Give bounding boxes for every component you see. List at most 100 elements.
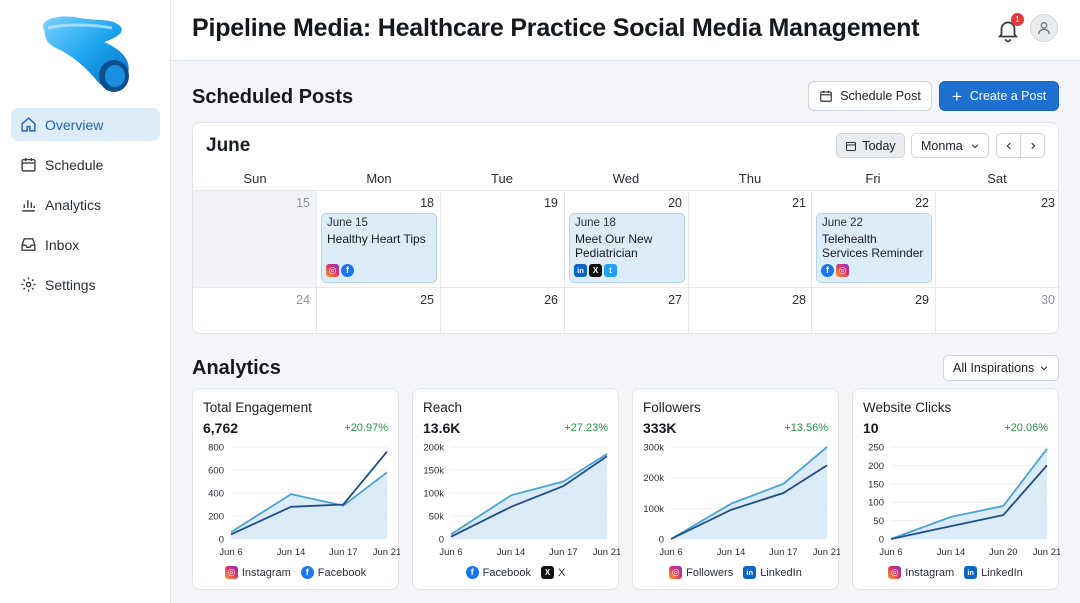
x-tick-label: Jun 6	[219, 547, 242, 558]
calendar-day[interactable]: 26	[440, 287, 564, 333]
calendar-month: June	[206, 135, 251, 156]
series-line	[670, 464, 828, 540]
card-change: +27.23%	[564, 422, 608, 434]
card-value: 10	[863, 420, 879, 436]
calendar-day[interactable]: 24	[193, 287, 316, 333]
sidebar-item-analytics[interactable]: Analytics	[11, 188, 160, 221]
legend-item: ◎ Followers	[669, 566, 733, 579]
card-change: +20.97%	[344, 422, 388, 434]
calendar-day[interactable]: 29	[811, 287, 935, 333]
calendar-icon	[820, 90, 833, 102]
legend-item: f Facebook	[465, 566, 531, 579]
day-number: 18	[420, 196, 434, 210]
calendar-day[interactable]: 21	[688, 190, 812, 287]
today-label: Today	[862, 138, 896, 153]
brand-logo	[43, 16, 129, 92]
y-tick-label: 300k	[643, 443, 664, 454]
plus-icon: +	[951, 86, 962, 106]
avatar[interactable]	[1030, 14, 1058, 42]
card-change: +13.56%	[784, 422, 828, 434]
legend-label: LinkedIn	[981, 566, 1023, 579]
calendar-day[interactable]: 30	[935, 287, 1058, 333]
calendar-day[interactable]: 23	[935, 190, 1058, 287]
day-number: 19	[544, 196, 558, 210]
user-icon	[1038, 22, 1050, 35]
event-card[interactable]: June 18 Meet Our New Pediatrician in X t	[569, 213, 685, 283]
x-tick-label: Jun 6	[659, 547, 682, 558]
y-tick-label: 200k	[643, 473, 664, 484]
calendar-day[interactable]: 28	[688, 287, 812, 333]
legend-item: ◎ Instagram	[224, 566, 291, 579]
event-card[interactable]: June 15 Healthy Heart Tips ◎ f	[321, 213, 437, 283]
facebook-icon: f	[821, 264, 834, 277]
today-button[interactable]: Today	[836, 133, 905, 158]
x-tick-label: Jun 14	[497, 547, 526, 558]
calendar-day[interactable]: 27	[564, 287, 688, 333]
analytics-filter-value: All Inspirations	[953, 361, 1035, 375]
gear-icon	[19, 276, 37, 294]
calendar-day[interactable]: 19	[440, 190, 564, 287]
legend-item: f Facebook	[300, 566, 366, 579]
analytics-filter-select[interactable]: All Inspirations	[943, 355, 1059, 381]
sidebar-item-label: Schedule	[45, 156, 104, 173]
prev-month-button[interactable]	[996, 133, 1021, 158]
event-date: June 18	[575, 217, 616, 229]
view-select[interactable]: Monma	[911, 133, 989, 158]
sidebar-item-settings[interactable]: Settings	[11, 268, 160, 301]
calendar-day[interactable]: 20 June 18 Meet Our New Pediatrician in …	[564, 190, 688, 287]
x-tick-label: Jun 21	[373, 547, 400, 558]
calendar-icon	[846, 141, 857, 151]
sidebar-item-inbox[interactable]: Inbox	[11, 228, 160, 261]
card-title: Website Clicks	[863, 400, 952, 415]
y-tick-label: 150k	[423, 466, 444, 477]
bell-icon[interactable]	[995, 17, 1021, 43]
calendar: June Today Monma Sun Mon Tue Wed Thu Fri…	[192, 122, 1059, 334]
card-value: 6,762	[203, 420, 239, 436]
y-tick-label: 200	[868, 461, 884, 472]
legend-label: Followers	[686, 566, 734, 579]
event-networks: ◎ f	[326, 264, 354, 277]
day-number: 22	[915, 196, 929, 210]
metric-card-clicks: Website Clicks 10 +20.06% 250 200 150 100 50…	[852, 388, 1060, 590]
top-header: Pipeline Media: Healthcare Practice Soci…	[171, 0, 1080, 61]
dow-thu: Thu	[738, 171, 762, 186]
dow-fri: Fri	[865, 171, 881, 186]
y-tick-label: 100k	[423, 489, 444, 500]
x-tick-label: Jun 17	[329, 547, 358, 558]
calendar-icon	[19, 156, 37, 174]
sidebar-item-schedule[interactable]: Schedule	[11, 148, 160, 181]
x-tick-label: Jun 21	[1033, 547, 1060, 558]
schedule-post-button[interactable]: Schedule Post	[808, 81, 932, 111]
calendar-day[interactable]: 15	[193, 190, 316, 287]
x-tick-label: Jun 21	[593, 547, 620, 558]
x-tick-label: Jun 14	[717, 547, 746, 558]
sidebar: Overview Schedule Analytics Inbox Settin…	[0, 0, 171, 603]
card-title: Followers	[643, 400, 701, 415]
y-tick-label: 400	[208, 489, 224, 500]
day-number: 25	[420, 293, 434, 307]
calendar-day[interactable]: 22 June 22 Telehealth Services Reminder …	[811, 190, 935, 287]
x-tick-label: Jun 20	[989, 547, 1018, 558]
day-number: 28	[792, 293, 806, 307]
calendar-day[interactable]: 18 June 15 Healthy Heart Tips ◎ f	[316, 190, 440, 287]
page-title: Pipeline Media: Healthcare Practice Soci…	[192, 14, 920, 42]
instagram-icon: ◎	[669, 566, 683, 579]
y-tick-label: 250	[868, 443, 884, 454]
event-networks: f ◎	[821, 264, 849, 277]
dow-tue: Tue	[491, 171, 513, 186]
card-title: Reach	[423, 400, 463, 415]
day-number: 27	[668, 293, 682, 307]
event-card[interactable]: June 22 Telehealth Services Reminder f ◎	[816, 213, 932, 283]
legend-label: Instagram	[241, 566, 291, 579]
dow-wed: Wed	[612, 171, 640, 186]
instagram-icon: ◎	[326, 264, 339, 277]
next-month-button[interactable]	[1020, 133, 1045, 158]
bar-chart-icon	[19, 196, 37, 214]
series-line	[230, 471, 388, 533]
series-line	[450, 453, 608, 536]
calendar-day[interactable]: 25	[316, 287, 440, 333]
day-number: 15	[296, 196, 310, 210]
sidebar-item-overview[interactable]: Overview	[11, 108, 160, 141]
create-post-button[interactable]: + Create a Post	[939, 81, 1059, 111]
